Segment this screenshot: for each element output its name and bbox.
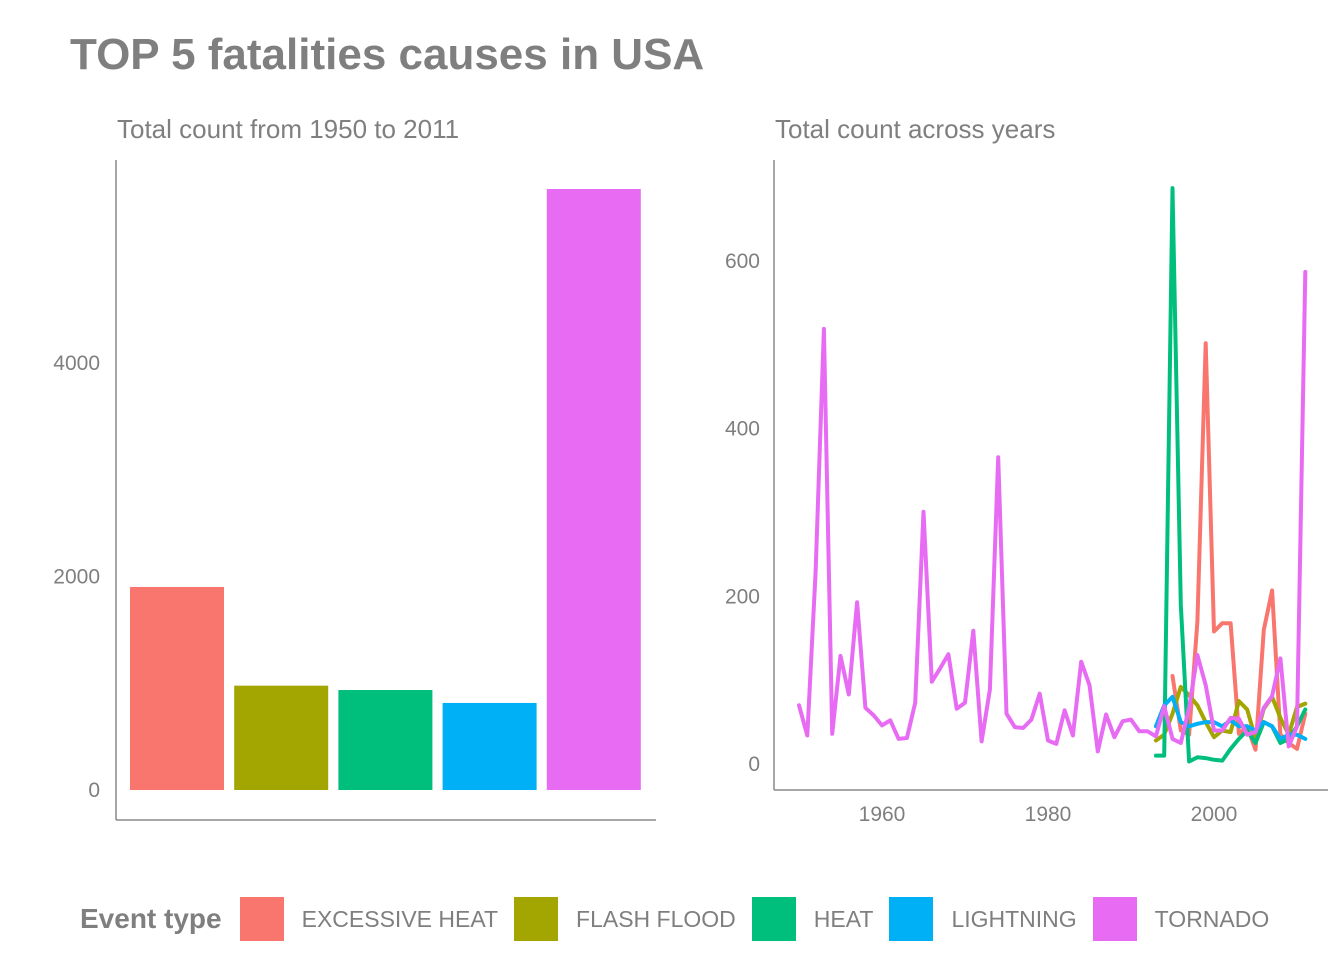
legend-label: LIGHTNING <box>951 905 1077 932</box>
x-tick-label: 1980 <box>1025 803 1072 826</box>
series-line-tornado <box>797 269 1308 754</box>
legend-item-heat: HEAT <box>751 897 874 941</box>
series-line-heat <box>1153 186 1308 764</box>
y-tick-label: 600 <box>725 250 760 273</box>
legend-title: Event type <box>80 903 222 934</box>
bar-chart-subtitle: Total count from 1950 to 2011 <box>117 114 460 144</box>
main-title: TOP 5 fatalities causes in USA <box>70 30 705 79</box>
bar-flash-flood <box>234 685 329 790</box>
bar-heat <box>338 690 433 790</box>
legend-item-flash-flood: FLASH FLOOD <box>514 897 736 941</box>
legend-swatch <box>751 897 796 941</box>
bar-chart-panel: 0 2000 4000 <box>53 160 656 821</box>
legend: Event type EXCESSIVE HEAT FLASH FLOOD HE… <box>80 896 1285 942</box>
y-tick-label: 400 <box>725 418 760 441</box>
x-tick-label: 1960 <box>859 803 906 826</box>
bar-lightning <box>442 702 537 790</box>
line-chart-panel: 0 200 400 600 1960 1980 2000 <box>725 160 1328 826</box>
legend-item-tornado: TORNADO <box>1092 897 1270 941</box>
legend-label: HEAT <box>813 905 874 932</box>
bar-excessive-heat <box>130 586 224 790</box>
legend-swatch <box>1092 897 1137 941</box>
legend-label: FLASH FLOOD <box>576 905 736 932</box>
y-tick-label: 2000 <box>53 566 100 589</box>
y-tick-label: 0 <box>748 753 760 776</box>
legend-swatch <box>239 897 284 941</box>
y-tick-label: 0 <box>88 779 100 802</box>
charts-canvas: 0 2000 4000 0 200 400 600 1960 1980 2000 <box>53 160 1328 826</box>
legend-swatch <box>514 897 559 941</box>
legend-label: EXCESSIVE HEAT <box>301 905 499 932</box>
legend-swatch <box>889 897 934 941</box>
line-chart-subtitle: Total count across years <box>775 114 1056 144</box>
bar-tornado <box>546 189 641 790</box>
y-tick-label: 4000 <box>53 352 100 375</box>
legend-item-lightning: LIGHTNING <box>889 897 1077 941</box>
series-line-flash-flood <box>1153 684 1308 743</box>
x-tick-label: 2000 <box>1191 803 1238 826</box>
legend-label: TORNADO <box>1154 905 1270 932</box>
y-tick-label: 200 <box>725 585 760 608</box>
legend-item-excessive-heat: EXCESSIVE HEAT <box>239 897 499 941</box>
